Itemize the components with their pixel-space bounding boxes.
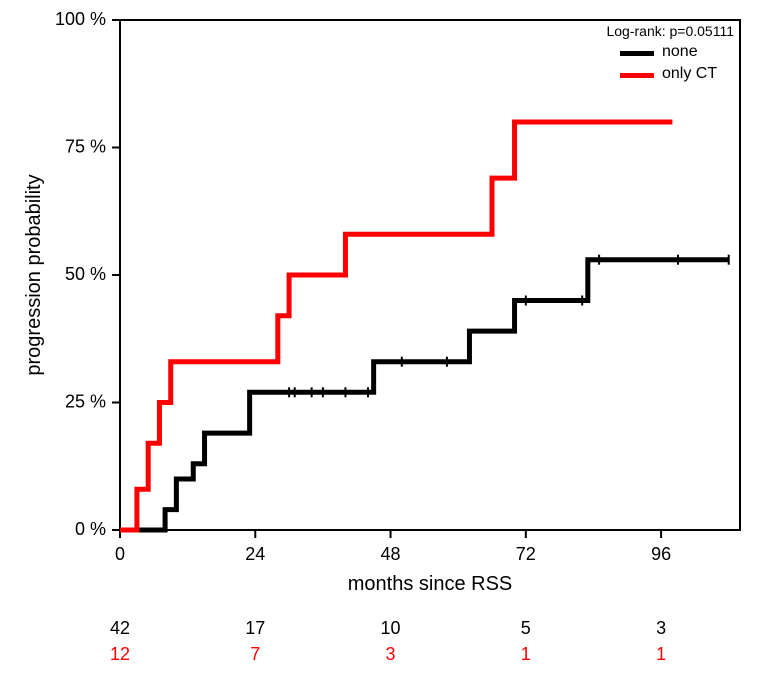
- risk-row: 12 7 3 1 1: [0, 644, 779, 668]
- svg-text:progression probability: progression probability: [23, 174, 45, 375]
- risk-cell: 3: [656, 618, 666, 639]
- km-chart: 0 % 25 % 50 % 75 % 100 % 0 24 48 72 96 months sinc…: [0, 0, 779, 600]
- risk-cell: 1: [521, 644, 531, 665]
- svg-text:0 %: 0 %: [75, 519, 106, 539]
- svg-text:100 %: 100 %: [55, 9, 106, 29]
- risk-cell: 10: [381, 618, 401, 639]
- risk-cell: 17: [245, 618, 265, 639]
- svg-text:months since RSS: months since RSS: [348, 573, 513, 595]
- figure-container: { "chart": { "type": "kaplan-meier-step"…: [0, 0, 779, 687]
- risk-row: 42 17 10 5 3: [0, 618, 779, 642]
- risk-cell: 3: [386, 644, 396, 665]
- risk-cell: 5: [521, 618, 531, 639]
- svg-text:75 %: 75 %: [65, 136, 106, 156]
- svg-text:72: 72: [516, 544, 536, 564]
- risk-cell: 7: [250, 644, 260, 665]
- risk-cell: 1: [656, 644, 666, 665]
- svg-text:24: 24: [245, 544, 265, 564]
- svg-text:25 %: 25 %: [65, 391, 106, 411]
- risk-cell: 12: [110, 644, 130, 665]
- svg-text:Log-rank: p=0.05111: Log-rank: p=0.05111: [606, 23, 734, 39]
- svg-text:none: none: [662, 43, 698, 60]
- risk-cell: 42: [110, 618, 130, 639]
- svg-text:96: 96: [651, 544, 671, 564]
- svg-text:50 %: 50 %: [65, 264, 106, 284]
- svg-text:0: 0: [115, 544, 125, 564]
- svg-text:48: 48: [381, 544, 401, 564]
- svg-text:only CT: only CT: [662, 65, 717, 82]
